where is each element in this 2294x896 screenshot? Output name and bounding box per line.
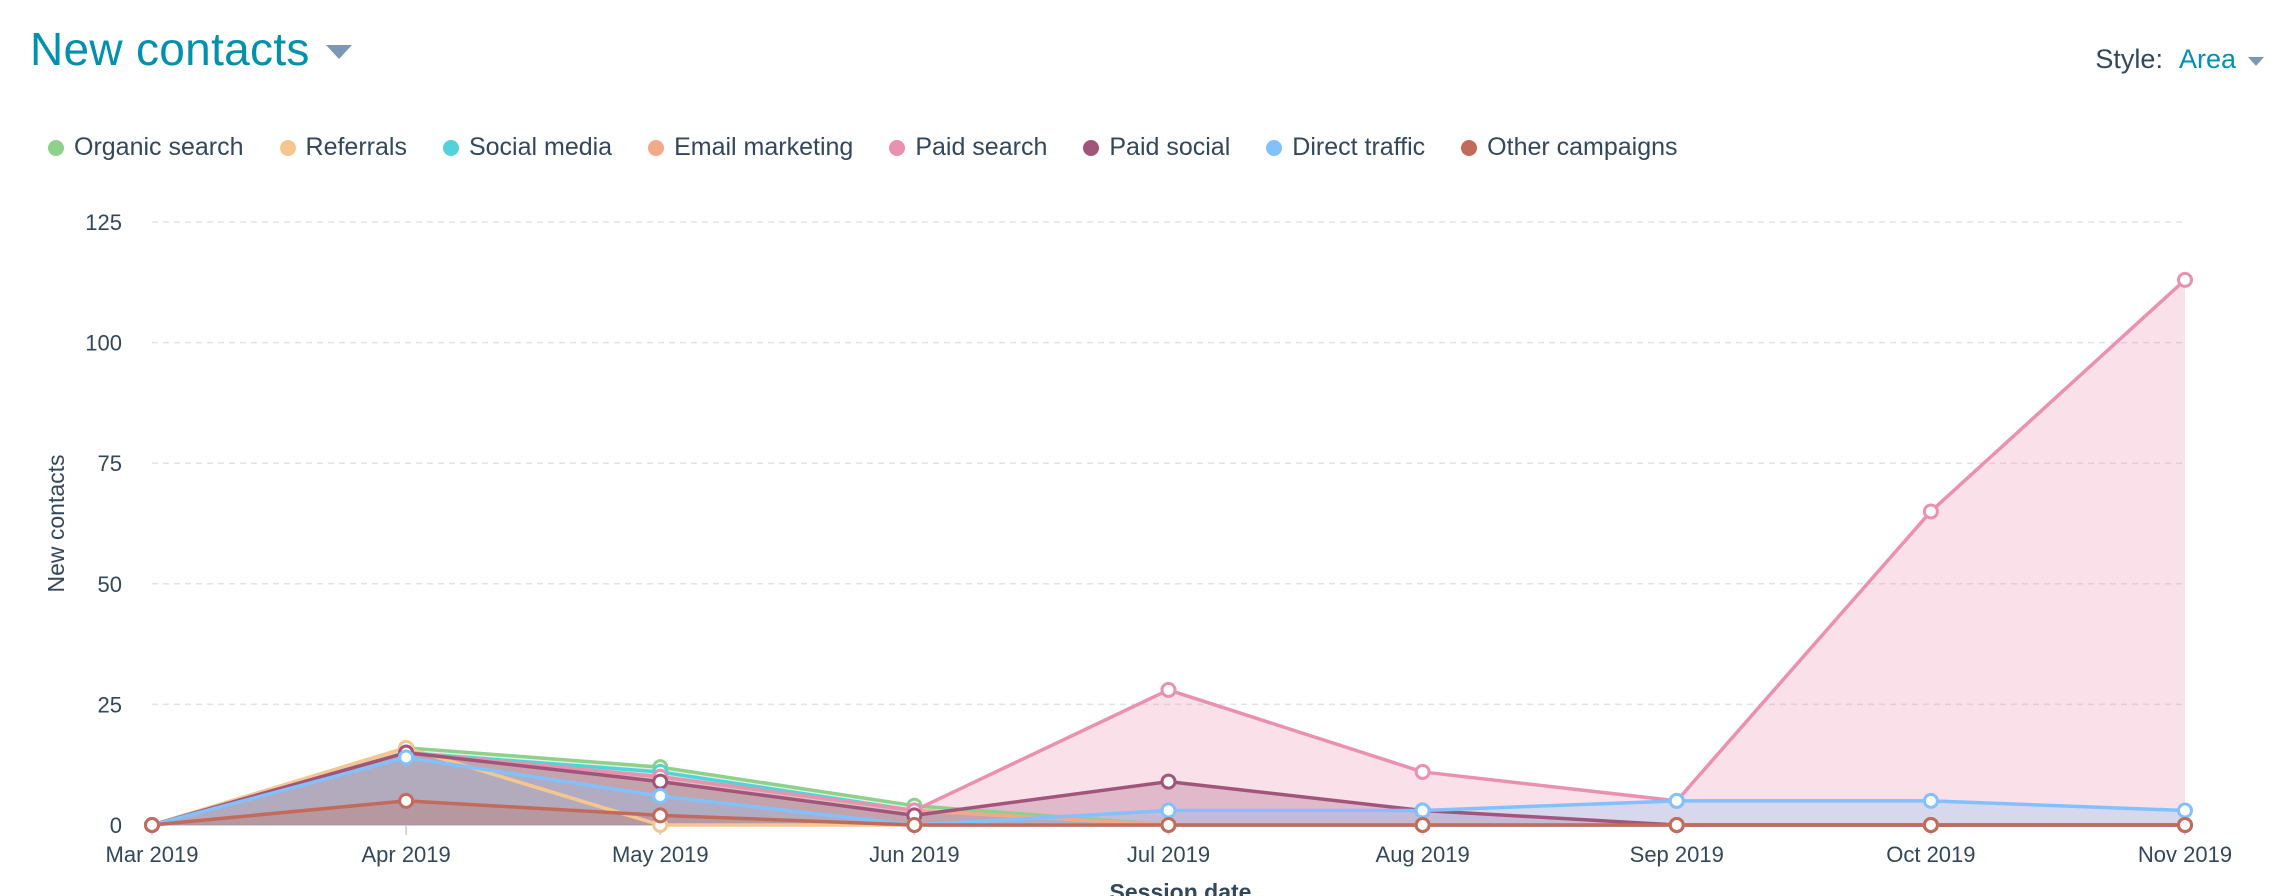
- y-tick-label: 100: [85, 331, 122, 356]
- legend-label: Direct traffic: [1292, 133, 1426, 161]
- area-paid-search: [152, 279, 2185, 825]
- area-referrals: [152, 747, 2185, 825]
- point-paid-social: [652, 773, 669, 790]
- style-value[interactable]: Area: [2178, 44, 2236, 74]
- legend-label: Paid social: [1109, 133, 1231, 161]
- point-paid-search: [1160, 681, 1177, 698]
- point-other-campaigns: [398, 792, 415, 809]
- point-direct-traffic: [652, 788, 669, 805]
- y-tick-label: 125: [85, 210, 122, 235]
- legend-dot-icon: [279, 139, 296, 156]
- x-tick-label: Mar 2019: [106, 842, 199, 867]
- title-dropdown-icon[interactable]: [325, 45, 352, 59]
- legend-label: Referrals: [305, 133, 407, 161]
- y-tick-label: 0: [110, 813, 122, 838]
- legend-dot-icon: [1266, 139, 1283, 156]
- legend-item-email-marketing[interactable]: Email marketing: [648, 133, 853, 162]
- chevron-down-icon[interactable]: [2248, 56, 2264, 66]
- legend-dot-icon: [1083, 139, 1100, 156]
- y-tick-label: 50: [98, 572, 122, 597]
- legend-dot-icon: [1461, 139, 1478, 156]
- y-axis-title: New contacts: [43, 454, 69, 592]
- legend-dot-icon: [889, 139, 906, 156]
- x-tick-label: Jul 2019: [1127, 842, 1210, 867]
- x-tick-label: Sep 2019: [1630, 842, 1724, 867]
- point-other-campaigns: [906, 817, 923, 833]
- chart-legend: Organic search Referrals Social media Email…: [48, 133, 1714, 162]
- point-paid-search: [2177, 271, 2193, 288]
- point-other-campaigns: [2177, 817, 2193, 833]
- point-other-campaigns: [1414, 817, 1431, 833]
- legend-label: Organic search: [74, 133, 244, 161]
- legend-item-organic-search[interactable]: Organic search: [48, 133, 244, 162]
- x-tick-label: Apr 2019: [361, 842, 450, 867]
- y-tick-label: 75: [98, 451, 122, 476]
- legend-item-other-campaigns[interactable]: Other campaigns: [1461, 133, 1678, 162]
- point-paid-search: [1414, 763, 1431, 780]
- legend-item-direct-traffic[interactable]: Direct traffic: [1266, 133, 1425, 162]
- legend-label: Email marketing: [674, 133, 854, 161]
- point-direct-traffic: [1922, 792, 1939, 809]
- legend-dot-icon: [48, 139, 64, 156]
- x-tick-label: Nov 2019: [2138, 842, 2232, 867]
- x-axis-title: Session date: [1110, 879, 1252, 896]
- point-other-campaigns: [144, 817, 160, 833]
- point-direct-traffic: [1160, 802, 1177, 819]
- point-other-campaigns: [1922, 817, 1939, 833]
- style-label: Style:: [2095, 44, 2163, 74]
- legend-label: Other campaigns: [1487, 133, 1678, 161]
- x-tick-label: Aug 2019: [1376, 842, 1470, 867]
- x-tick-label: Jun 2019: [869, 842, 960, 867]
- legend-item-referrals[interactable]: Referrals: [279, 133, 407, 162]
- legend-dot-icon: [648, 139, 665, 156]
- legend-item-paid-search[interactable]: Paid search: [889, 133, 1047, 162]
- point-direct-traffic: [1668, 792, 1685, 809]
- legend-label: Social media: [468, 133, 613, 161]
- point-paid-social: [1160, 773, 1177, 790]
- legend-item-social-media[interactable]: Social media: [442, 133, 613, 162]
- area-social-media: [152, 752, 2185, 825]
- x-tick-label: May 2019: [612, 842, 709, 867]
- x-tick-label: Oct 2019: [1886, 842, 1975, 867]
- legend-label: Paid search: [915, 133, 1048, 161]
- legend-item-paid-social[interactable]: Paid social: [1083, 133, 1230, 162]
- style-selector[interactable]: Style: Area: [2095, 44, 2264, 75]
- chart-title: New contacts: [30, 23, 310, 75]
- point-direct-traffic: [398, 749, 415, 766]
- y-tick-label: 25: [98, 692, 122, 717]
- point-direct-traffic: [1414, 802, 1431, 819]
- point-other-campaigns: [652, 807, 669, 824]
- point-other-campaigns: [1668, 817, 1685, 833]
- point-other-campaigns: [1160, 817, 1177, 833]
- area-email-marketing: [152, 752, 2185, 825]
- chart-header: New contacts: [30, 22, 352, 76]
- point-paid-search: [1922, 503, 1939, 520]
- point-direct-traffic: [2177, 802, 2193, 819]
- legend-dot-icon: [442, 139, 459, 156]
